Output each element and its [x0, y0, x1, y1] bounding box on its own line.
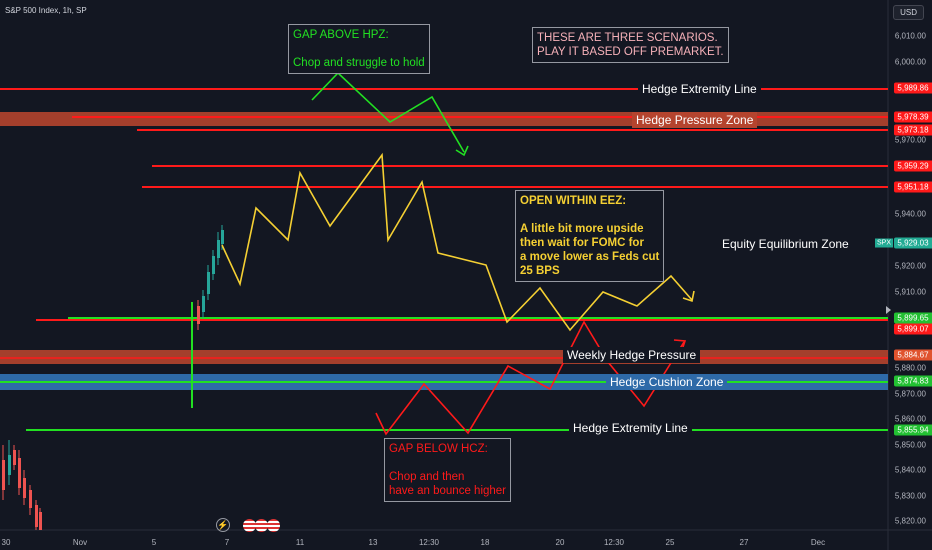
- equity-equilibrium-zone-label[interactable]: Equity Equilibrium Zone: [718, 236, 853, 252]
- price-tick: 5,920.00: [894, 261, 926, 271]
- price-tick: 5,910.00: [894, 287, 926, 297]
- price-tag-eez: 5,929.03: [894, 237, 932, 249]
- scenario-gap-above-arrowhead: [455, 145, 469, 157]
- price-tick: 6,000.00: [894, 57, 926, 67]
- time-tick: 30: [1, 538, 11, 547]
- scenarios-note[interactable]: THESE ARE THREE SCENARIOS. PLAY IT BASED…: [532, 27, 729, 63]
- price-tick: 5,840.00: [894, 465, 926, 475]
- weekly-hedge-pressure-label[interactable]: Weekly Hedge Pressure: [563, 347, 701, 363]
- scroll-chevron-icon: [886, 306, 891, 314]
- weekly-hedge-pressure-band: [0, 350, 888, 364]
- hedge-pressure-zone-label[interactable]: Hedge Pressure Zone: [632, 112, 758, 128]
- price-tick: 5,880.00: [894, 363, 926, 373]
- price-tag-5951: 5,951.18: [894, 181, 932, 193]
- scenario-gap-above-path: [311, 71, 465, 153]
- gap-above-note[interactable]: GAP ABOVE HPZ: Chop and struggle to hold: [288, 24, 430, 74]
- event-icons[interactable]: ⚡: [216, 518, 281, 532]
- hedge-extremity-line-bottom-label[interactable]: Hedge Extremity Line: [569, 420, 692, 436]
- price-tick: 5,820.00: [894, 516, 926, 526]
- time-tick: Dec: [810, 538, 826, 547]
- gap-below-note[interactable]: GAP BELOW HCZ: Chop and then have an bou…: [384, 438, 512, 502]
- time-tick: 7: [224, 538, 230, 547]
- spx-badge: SPX: [874, 238, 893, 248]
- time-tick: 13: [368, 538, 378, 547]
- price-tick: 5,860.00: [894, 414, 926, 424]
- price-tag-hel-top: 5,989.86: [894, 82, 932, 94]
- hedge-cushion-zone-label[interactable]: Hedge Cushion Zone: [606, 374, 728, 390]
- price-tag-hel-bottom: 5,855.94: [894, 424, 932, 436]
- candles: [2, 225, 224, 530]
- scenario-open-within-path: [221, 152, 693, 332]
- price-tick: 5,850.00: [894, 440, 926, 450]
- time-tick: 18: [480, 538, 490, 547]
- lightning-icon[interactable]: ⚡: [216, 518, 230, 532]
- price-tag-current: 5,899.65: [894, 312, 932, 324]
- price-tag-hpz-top: 5,978.39: [894, 111, 932, 123]
- time-tick: 20: [555, 538, 565, 547]
- flag-us-icon[interactable]: [267, 518, 281, 532]
- scenario-open-within-arrowhead: [682, 290, 695, 303]
- price-tag-hpz-bottom: 5,973.18: [894, 124, 932, 136]
- time-tick: 5: [151, 538, 157, 547]
- flag-us-icon[interactable]: [255, 518, 269, 532]
- hedge-extremity-line-top-label[interactable]: Hedge Extremity Line: [638, 81, 761, 97]
- price-tick: 6,010.00: [894, 31, 926, 41]
- time-tick: 11: [295, 538, 305, 547]
- currency-button[interactable]: USD: [893, 5, 924, 20]
- price-tick: 5,870.00: [894, 389, 926, 399]
- price-tag-hcz: 5,874.83: [894, 375, 932, 387]
- flag-us-icon[interactable]: [243, 518, 257, 532]
- time-tick: 12:30: [418, 538, 440, 547]
- time-tick: Nov: [72, 538, 88, 547]
- time-tick: 12:30: [603, 538, 625, 547]
- price-tag-5959: 5,959.29: [894, 160, 932, 172]
- time-tick: 25: [665, 538, 675, 547]
- time-tick: 27: [739, 538, 749, 547]
- price-tick: 5,970.00: [894, 135, 926, 145]
- price-tag-5899: 5,899.07: [894, 323, 932, 335]
- open-within-note[interactable]: OPEN WITHIN EEZ: A little bit more upsid…: [515, 190, 665, 282]
- symbol-title[interactable]: S&P 500 Index, 1h, SP: [5, 6, 87, 15]
- price-tick: 5,830.00: [894, 491, 926, 501]
- price-tag-whp: 5,884.67: [894, 349, 932, 361]
- price-tick: 5,940.00: [894, 209, 926, 219]
